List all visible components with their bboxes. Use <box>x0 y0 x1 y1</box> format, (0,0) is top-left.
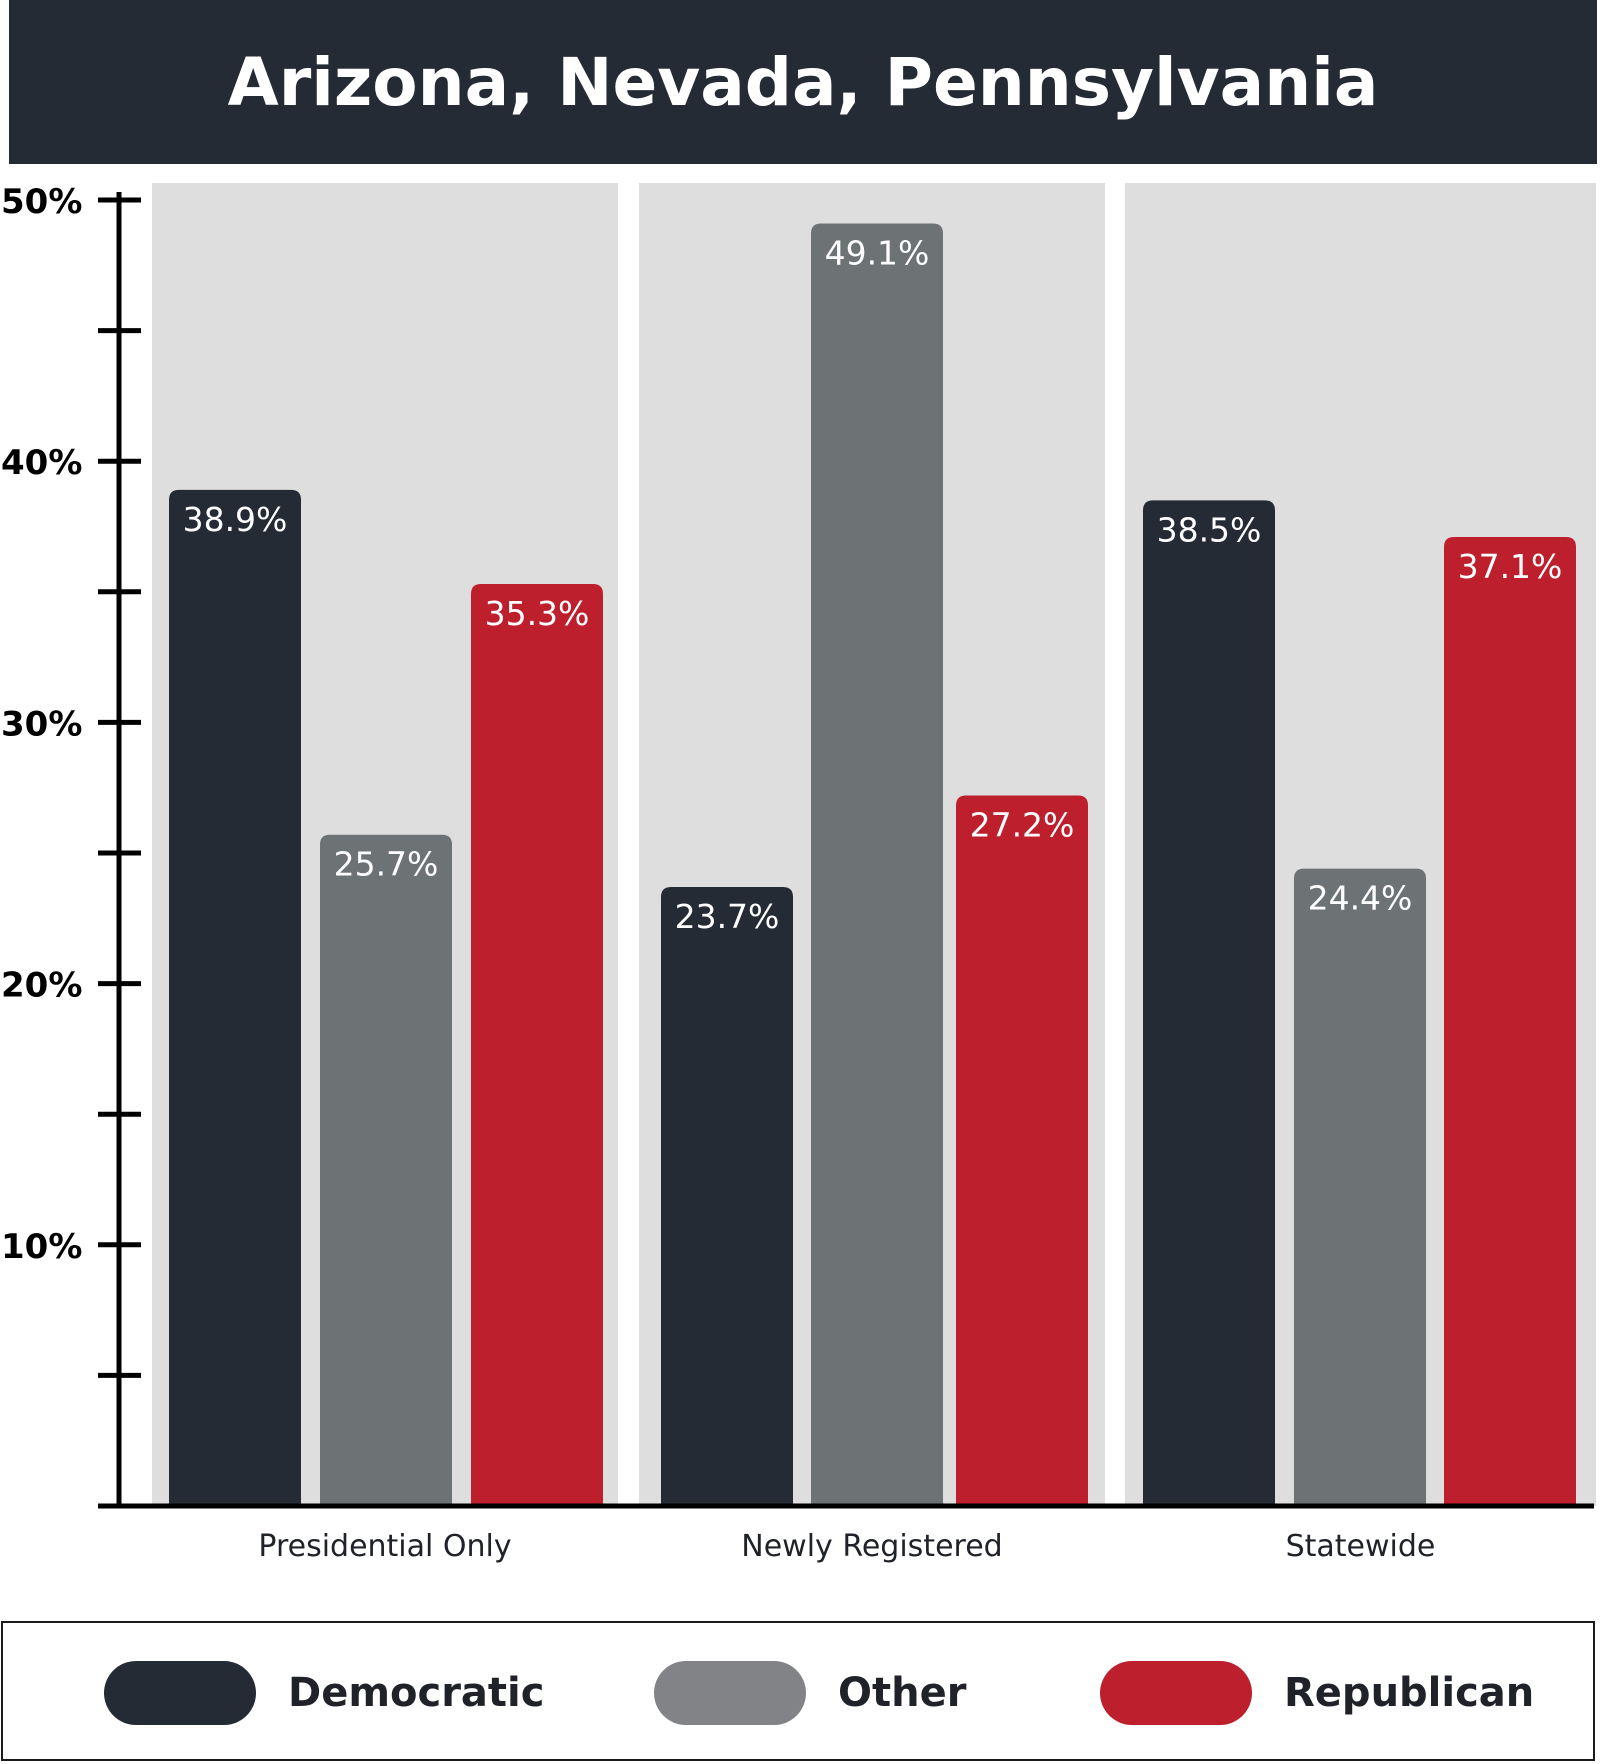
data-label-other-1: 25.7% <box>334 845 439 884</box>
data-label-other-3: 24.4% <box>1308 879 1413 918</box>
bar-democratic-3 <box>1143 500 1275 1506</box>
bar-democratic-1 <box>169 489 301 1506</box>
y-tick-label: 40% <box>1 443 82 483</box>
chart-title: Arizona, Nevada, Pennsylvania <box>227 43 1379 121</box>
legend-swatch-republican <box>1100 1661 1252 1725</box>
legend: Democratic Other Republican <box>1 1621 1595 1761</box>
bar-other-2 <box>811 223 943 1506</box>
legend-swatch-democratic <box>104 1661 256 1725</box>
category-label: Presidential Only <box>258 1529 511 1564</box>
legend-item-other: Other <box>654 1661 966 1725</box>
bar-republican-3 <box>1444 536 1576 1506</box>
data-label-republican-1: 35.3% <box>485 594 590 633</box>
bar-chart: 38.9% 25.7% 35.3% Presidential Only 23.7% 49.… <box>1 182 1596 1564</box>
legend-label-republican: Republican <box>1284 1670 1535 1716</box>
bar-other-3 <box>1294 868 1426 1506</box>
data-label-democratic-2: 23.7% <box>675 897 780 936</box>
data-label-democratic-3: 38.5% <box>1157 510 1262 549</box>
y-tick-label: 20% <box>1 966 82 1006</box>
chart-title-bar: Arizona, Nevada, Pennsylvania <box>9 0 1597 164</box>
legend-item-republican: Republican <box>1100 1661 1534 1725</box>
y-tick-label: 30% <box>1 704 82 744</box>
y-tick-label: 10% <box>1 1227 82 1267</box>
legend-item-democratic: Democratic <box>104 1661 544 1725</box>
legend-label-democratic: Democratic <box>288 1670 545 1716</box>
bar-other-1 <box>320 834 452 1506</box>
data-label-other-2: 49.1% <box>825 234 930 273</box>
data-label-republican-2: 27.2% <box>970 806 1075 845</box>
y-tick-label: 50% <box>1 182 82 222</box>
bar-republican-2 <box>956 795 1088 1506</box>
bar-democratic-2 <box>661 886 793 1506</box>
category-label: Statewide <box>1286 1529 1436 1564</box>
legend-label-other: Other <box>838 1670 967 1716</box>
legend-swatch-other <box>654 1661 806 1725</box>
data-label-democratic-1: 38.9% <box>183 500 288 539</box>
bar-republican-1 <box>471 583 603 1506</box>
category-label: Newly Registered <box>741 1529 1002 1564</box>
data-label-republican-3: 37.1% <box>1458 547 1563 586</box>
